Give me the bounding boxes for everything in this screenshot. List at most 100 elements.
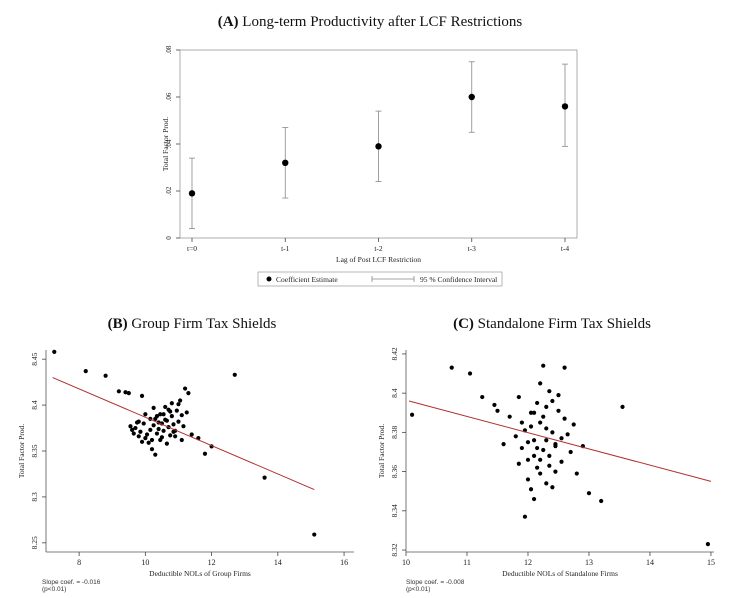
x-tick-label: 13 [585,558,593,567]
data-point [467,371,473,376]
data-point [151,405,156,410]
data-point [138,429,143,434]
data-point [149,437,155,443]
data-point [139,439,145,444]
data-point [161,428,166,433]
data-point [480,394,485,400]
data-point [522,514,528,519]
data-point [171,429,176,434]
x-tick-label: 14 [646,558,654,567]
data-point [128,424,133,429]
data-point [163,404,168,410]
data-point [143,436,148,441]
y-tick-label: 8.45 [30,352,39,365]
data-point [146,440,151,445]
x-tick-label: 16 [340,558,348,567]
panel-a-title: (A) Long-term Productivity after LCF Res… [0,14,740,31]
data-point [525,440,531,445]
data-point [513,434,518,439]
data-point [103,373,108,378]
data-point [535,445,540,451]
data-point [154,414,160,419]
data-point [620,404,625,409]
y-tick-label: .04 [165,139,173,148]
data-point [501,442,506,447]
y-tick-label: 8.36 [390,465,399,478]
data-point [547,463,552,468]
data-point [136,419,141,424]
data-point [176,402,181,407]
data-point [535,465,540,470]
data-point [531,410,537,415]
y-tick-label: 8.38 [390,426,399,439]
data-point [131,431,136,436]
data-point [144,432,150,437]
panel-b-slope-line-2: (p<0.01) [42,586,67,593]
data-point [174,408,179,413]
y-tick-label: 0 [165,236,173,240]
panel-b-slope-note: Slope coef. = -0.016 (p<0.01) [42,579,100,593]
data-point [232,372,237,377]
data-point [507,414,512,419]
data-point [123,390,128,395]
data-point [544,438,549,443]
data-point [495,408,500,413]
data-point [599,498,604,504]
data-point [492,402,497,408]
data-point [531,453,537,459]
data-point [519,445,524,451]
data-point [181,424,186,429]
data-point [312,532,317,537]
data-point [544,481,549,486]
data-point [559,436,564,441]
y-axis-label: Total Factor Prod. [161,117,170,171]
panel-c-slope-line-1: Slope coef. = -0.008 [406,579,465,586]
data-point [176,419,181,424]
data-point [538,471,543,476]
data-point [189,432,194,437]
data-point [141,421,146,426]
panel-b-slope-line-1: Slope coef. = -0.016 [42,579,101,586]
data-point [130,427,135,432]
data-point [556,393,561,398]
data-point [565,432,570,437]
data-point [705,542,711,547]
x-tick-label: t-1 [281,244,290,253]
y-tick-label: 8.4 [30,400,39,410]
panel-a-letter: (A) [217,14,239,30]
data-point [156,426,161,432]
y-tick-label: 8.32 [390,543,399,556]
fitted-line [408,400,712,482]
legend-label-ci: 95 % Confidence Interval [420,275,497,284]
panel-c-chart: 8.32 8.34 8.36 8.38 8.4 8.42 Total Factor Prod… [377,347,715,578]
data-point [538,457,543,462]
data-point [535,400,540,406]
data-point [139,393,145,399]
data-point [547,389,552,394]
data-point [541,414,546,419]
x-tick-label: 15 [707,558,715,567]
data-point [571,422,576,427]
data-point [562,416,567,421]
data-point [547,453,552,459]
panel-b-chart: 8.25 8.3 8.35 8.4 8.45 Total Factor Prod. 8 10 1… [17,349,354,578]
data-point [519,420,524,425]
data-point [409,412,415,417]
data-point [116,389,121,394]
data-point [136,434,141,439]
x-tick-label: t-3 [468,244,477,253]
y-tick-label: 8.3 [30,492,39,502]
data-point [541,447,546,453]
data-point [516,394,521,400]
data-point [149,447,155,452]
data-point [184,410,189,415]
x-tick-label: t-4 [561,244,570,253]
x-axis-label: Lag of Post LCF Restriction [336,255,421,264]
data-point [516,461,521,466]
data-point [553,469,558,474]
data-point [568,449,573,455]
data-point [550,430,555,435]
x-tick-label: 10 [402,558,410,567]
data-point [544,404,549,409]
y-tick-label: 8.25 [30,536,39,549]
